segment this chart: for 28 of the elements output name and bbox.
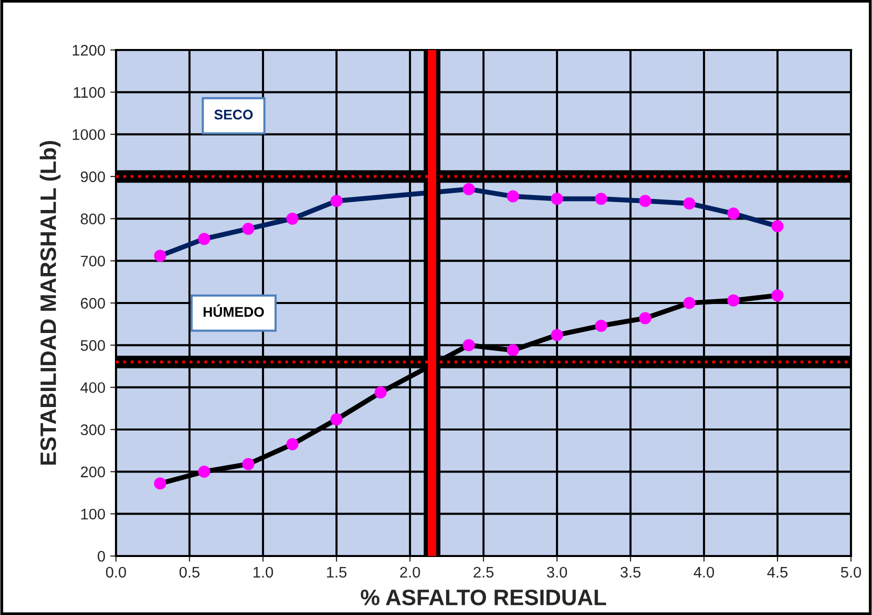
x-tick-label: 2.5 <box>474 566 494 578</box>
y-tick-label: 0 <box>98 550 105 562</box>
y-tick-label: 1000 <box>72 129 105 140</box>
y-tick-label: 400 <box>80 382 105 394</box>
y-tick-label: 600 <box>80 298 105 309</box>
x-tick-label: 4.5 <box>767 566 788 578</box>
y-tick-label: 100 <box>81 508 105 520</box>
y-tick-label: 800 <box>80 214 105 224</box>
y-tick-label: 1200 <box>72 44 105 56</box>
y-tick-label: 300 <box>80 424 105 436</box>
x-tick-label: 3.0 <box>546 566 568 578</box>
text: HÚMEDO <box>204 304 264 317</box>
x-tick-label: 0.5 <box>179 566 200 578</box>
x-tick-label: 2.0 <box>400 566 420 578</box>
x-tick-label: 0.0 <box>106 566 126 578</box>
y-tick-label: 200 <box>80 466 105 478</box>
y-tick-label: 900 <box>80 171 105 182</box>
x-axis-title: % ASFALTO RESIDUAL <box>360 590 606 606</box>
y-tick-label: 500 <box>80 340 105 351</box>
x-tick-label: 1.0 <box>254 566 274 578</box>
x-tick-label: 4.0 <box>694 566 714 578</box>
y-tick-label: 700 <box>80 256 105 267</box>
x-tick-label: 3.5 <box>620 566 640 578</box>
x-tick-label: 1.5 <box>327 566 346 578</box>
y-axis-title: ESTABILIDAD MARSHALL (Lb) <box>40 140 60 465</box>
y-tick-label: 1100 <box>74 87 105 98</box>
text: SECO <box>214 110 253 120</box>
x-tick-label: 5.0 <box>840 566 862 578</box>
